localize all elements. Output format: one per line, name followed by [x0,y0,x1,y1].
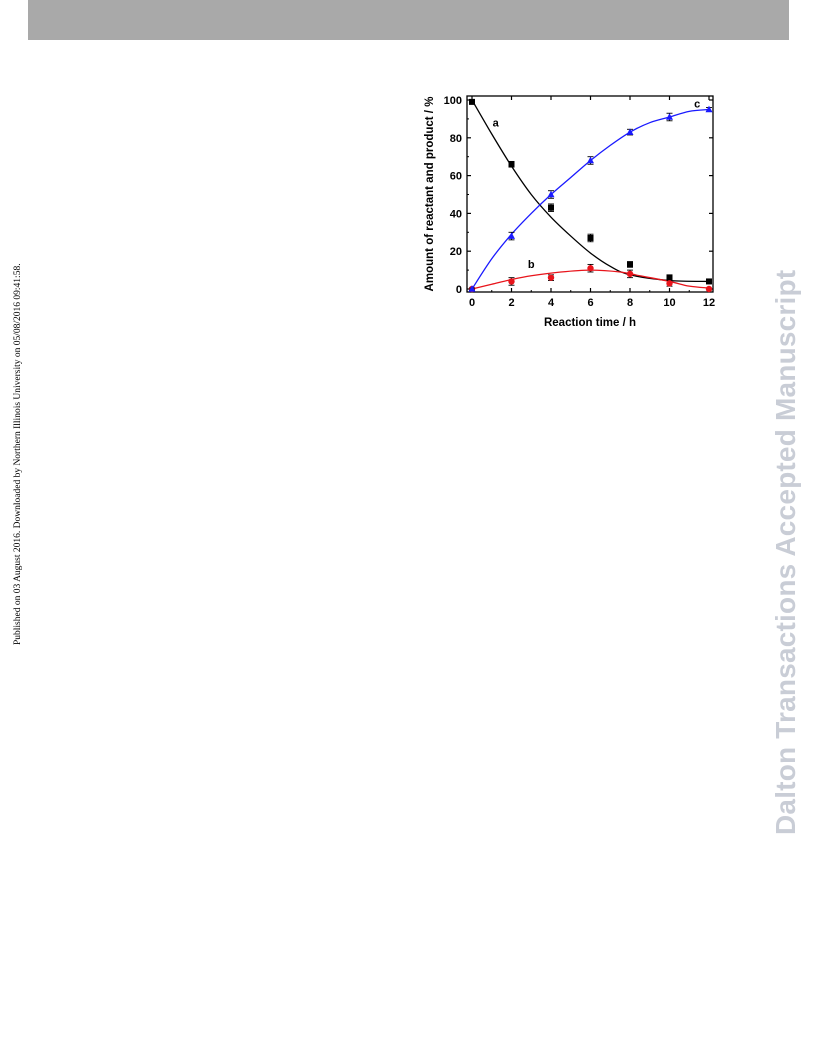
download-notice: Published on 03 August 2016. Downloaded … [13,263,23,645]
series-label-a: a [493,117,500,129]
x-tick-label: 6 [587,297,593,309]
y-tick-label: 100 [444,95,462,107]
data-point-c [547,190,555,198]
series-label-b: b [528,259,535,271]
fit-curve-c [471,108,710,290]
data-point-a [627,261,633,268]
y-tick-label: 0 [456,284,462,296]
journal-watermark: Dalton Transactions Accepted Manuscript [770,269,801,835]
x-tick-label: 2 [508,297,514,309]
x-tick-label: 0 [469,297,475,309]
data-point-b [666,280,673,287]
data-point-c [626,128,634,135]
data-point-b [508,278,515,285]
x-tick-label: 4 [548,297,555,309]
x-tick-label: 10 [663,297,675,309]
y-tick-label: 40 [450,208,462,220]
x-tick-label: 12 [703,297,715,309]
data-point-c [587,156,594,164]
y-tick-label: 80 [450,133,462,145]
data-point-b [626,270,634,278]
y-axis-title: Amount of reactant and product / % [424,97,436,292]
data-point-c [666,113,673,120]
data-point-a [666,274,673,281]
data-point-b [547,274,555,281]
data-point-a [587,234,594,241]
data-point-a [508,161,515,168]
data-point-a [548,204,554,211]
fit-curve-a [471,99,710,283]
data-point-c [468,285,476,292]
header-bar [28,0,789,40]
x-axis-title: Reaction time / h [544,317,636,329]
fit-curve-b [471,269,710,290]
data-point-c [705,105,713,113]
y-tick-label: 20 [450,246,462,258]
x-tick-label: 8 [627,297,633,309]
y-tick-label: 60 [450,171,462,183]
data-point-c [508,232,515,239]
data-point-b [705,285,713,293]
data-point-a [706,278,712,285]
series-label-c: c [694,99,700,111]
data-point-a [469,98,475,105]
reaction-chart: 0 2 4 6 8 10 12 0 20 40 60 80 100 Reaction time / h Am… [424,95,715,329]
data-point-b [587,265,594,272]
plot-frame [466,95,714,293]
